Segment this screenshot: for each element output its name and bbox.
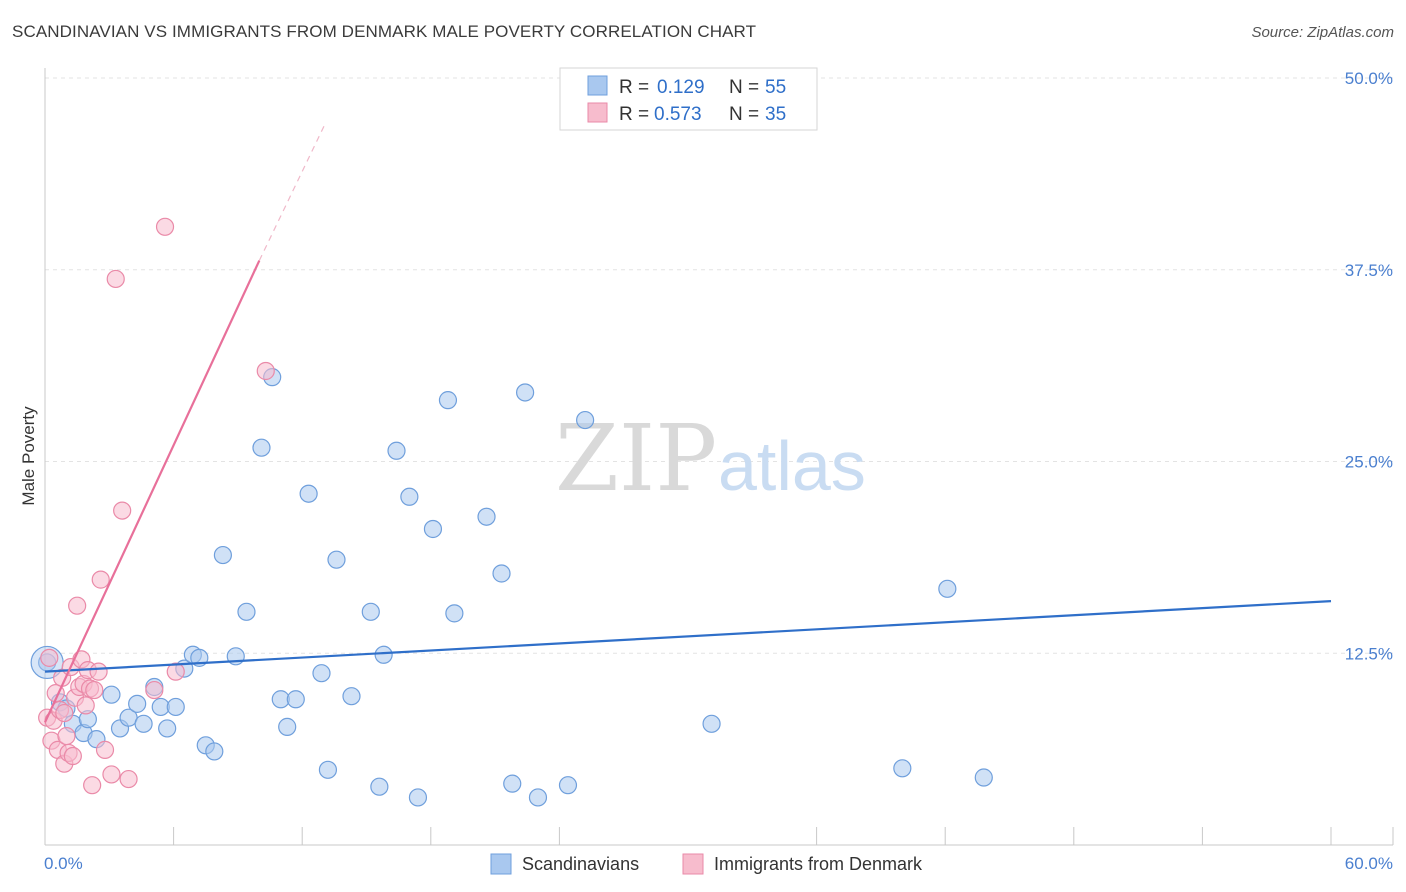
scandinavians-trend-line (44, 599, 1332, 673)
scandinavians-point-27 (278, 717, 297, 736)
y-tick-label-2: 37.5% (1345, 261, 1393, 280)
scandinavians-point-32 (327, 550, 346, 569)
scandinavians-point-46 (516, 383, 535, 402)
denmark-point-23 (89, 662, 108, 681)
scandinavians-point-53 (974, 768, 993, 787)
scandinavians-points (30, 368, 993, 807)
scandinavians-point-33 (342, 687, 361, 706)
scandinavians-point-36 (374, 645, 393, 664)
denmark-point-32 (166, 662, 185, 681)
scandinavians-point-50 (702, 714, 721, 733)
denmark-point-33 (256, 361, 275, 381)
y-tick-label-3: 50.0% (1345, 69, 1393, 88)
denmark-trend-line (44, 260, 261, 723)
denmark-point-9 (57, 726, 76, 746)
denmark-point-27 (106, 269, 125, 289)
scandinavians-point-15 (166, 697, 185, 717)
legend-n-value-1: 55 (765, 77, 786, 98)
y-axis-label: Male Poverty (19, 406, 38, 506)
bottom-legend-swatch-denmark (682, 853, 704, 875)
legend-n-label-2: N = (729, 104, 759, 125)
scandinavians-point-7 (102, 685, 121, 704)
stats-legend: R = 0.129 N = 55 R = 0.573 N = 35 (559, 67, 818, 131)
scandinavians-point-37 (387, 441, 406, 460)
scandinavians-point-44 (492, 564, 511, 583)
source-label: Source: ZipAtlas.com (1251, 24, 1394, 41)
gridlines (45, 77, 1393, 654)
legend-n-label-1: N = (729, 77, 759, 98)
scandinavians-point-10 (128, 694, 147, 713)
scandinavians-point-21 (213, 545, 232, 565)
bottom-legend-swatch-scandinavians (490, 853, 512, 875)
scandinavians-point-11 (134, 714, 153, 733)
legend-swatch-scandinavians (587, 75, 608, 96)
scandinavians-point-49 (576, 410, 595, 430)
scandinavians-point-51 (893, 759, 912, 778)
y-tick-label-1: 25.0% (1345, 453, 1393, 472)
scandinavians-point-20 (205, 742, 224, 761)
y-tick-labels: 12.5% 25.0% 37.5% 50.0% (1345, 69, 1393, 663)
denmark-point-31 (155, 217, 175, 236)
denmark-point-25 (95, 740, 115, 759)
denmark-point-29 (119, 769, 138, 789)
scandinavians-point-47 (528, 788, 548, 807)
scandinavians-point-52 (938, 579, 957, 598)
denmark-point-18 (76, 696, 95, 715)
trend-lines (44, 122, 1332, 723)
denmark-point-14 (68, 596, 87, 615)
chart-title: SCANDINAVIAN VS IMMIGRANTS FROM DENMARK … (12, 22, 757, 41)
x-axis-ticks (44, 827, 1394, 845)
legend-r-label-2: R = (619, 104, 649, 125)
y-tick-label-0: 12.5% (1345, 644, 1393, 663)
scandinavians-point-43 (477, 507, 496, 526)
scandinavians-point-39 (408, 788, 428, 807)
bottom-legend-label-scandinavians: Scandinavians (522, 854, 639, 874)
scandinavians-point-41 (438, 391, 458, 410)
denmark-point-1 (40, 648, 59, 667)
denmark-point-30 (145, 680, 164, 700)
x-tick-label-min: 0.0% (44, 854, 83, 873)
denmark-point-21 (83, 776, 102, 795)
denmark-point-26 (102, 765, 121, 784)
scandinavians-point-40 (423, 519, 443, 539)
scandinavians-point-34 (361, 602, 380, 621)
legend-r-label-1: R = (619, 77, 649, 98)
denmark-point-34 (55, 703, 74, 723)
scandinavians-point-42 (445, 604, 464, 623)
legend-r-value-1: 0.129 (657, 77, 705, 98)
scandinavians-point-29 (299, 484, 318, 503)
x-tick-label-max: 60.0% (1345, 854, 1393, 873)
scandinavians-point-31 (318, 760, 338, 779)
scandinavians-point-48 (558, 776, 578, 795)
denmark-point-24 (91, 570, 110, 589)
denmark-points (38, 217, 275, 795)
scandinavians-point-14 (158, 719, 177, 738)
denmark-point-22 (85, 680, 104, 700)
denmark-point-28 (113, 501, 132, 520)
scandinavians-point-23 (237, 602, 256, 621)
denmark-trend-line-extension (258, 122, 327, 261)
legend-n-value-2: 35 (765, 104, 786, 125)
bottom-legend-label-denmark: Immigrants from Denmark (714, 854, 923, 874)
series-legend: Scandinavians Immigrants from Denmark (490, 853, 923, 875)
scandinavians-point-30 (312, 664, 331, 683)
legend-r-value-2: 0.573 (654, 104, 702, 125)
scandinavians-point-24 (252, 438, 271, 457)
scandinavians-point-38 (400, 487, 419, 506)
watermark-atlas: atlas (718, 427, 866, 505)
denmark-point-12 (63, 746, 82, 766)
legend-swatch-denmark (587, 102, 608, 123)
scandinavians-point-28 (286, 690, 305, 709)
scandinavians-point-45 (503, 774, 522, 793)
scandinavians-point-35 (370, 777, 389, 796)
